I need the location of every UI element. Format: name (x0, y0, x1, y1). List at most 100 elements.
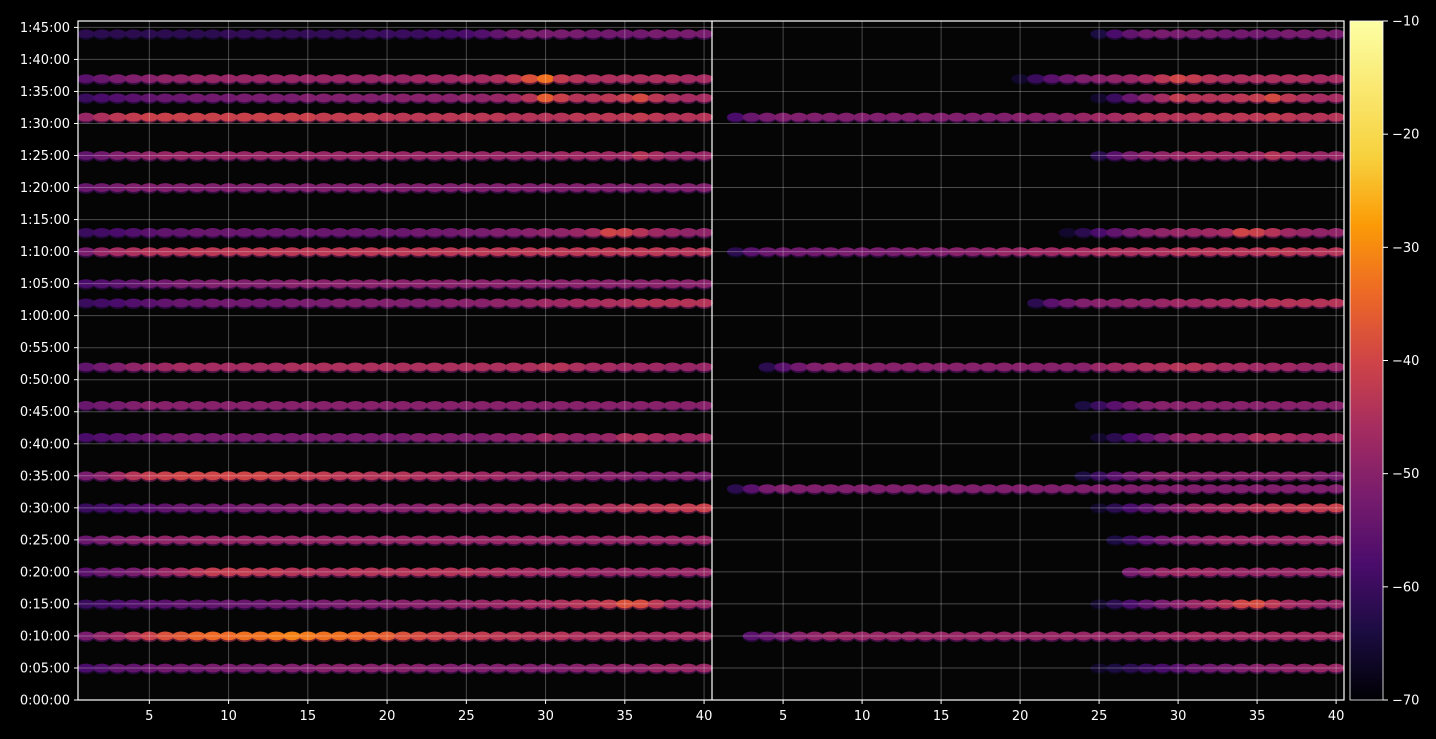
heatmap-cell (1090, 400, 1108, 410)
heatmap-cell (78, 279, 95, 289)
heatmap-cell (124, 183, 143, 192)
heatmap-cell (1043, 362, 1061, 372)
heatmap-cell (204, 227, 222, 237)
heatmap-cell (283, 567, 301, 577)
heatmap-cell (1043, 298, 1061, 308)
heatmap-cell (1248, 227, 1266, 237)
heatmap-cell (1327, 484, 1344, 494)
heatmap-cell (1311, 298, 1329, 308)
heatmap-cell (394, 567, 412, 577)
heatmap-cell (1058, 362, 1077, 372)
heatmap-cell (1232, 471, 1250, 481)
heatmap-cell (774, 484, 792, 494)
heatmap-cell (378, 247, 396, 257)
heatmap-cell (663, 183, 682, 192)
heatmap-cell (378, 74, 396, 84)
heatmap-cell (1216, 535, 1235, 545)
heatmap-cell (1201, 112, 1219, 122)
heatmap-cell (1248, 298, 1266, 308)
heatmap-cell (1311, 362, 1329, 372)
heatmap-cell (425, 279, 444, 289)
heatmap-cell (1011, 74, 1029, 84)
heatmap-cell (1106, 227, 1124, 237)
heatmap-cell (600, 535, 618, 545)
heatmap-cell (631, 567, 650, 577)
heatmap-cell (140, 279, 159, 289)
heatmap-cell (1043, 112, 1061, 122)
heatmap-cell (473, 400, 491, 410)
heatmap-cell (552, 298, 571, 308)
heatmap-cell (235, 503, 254, 513)
heatmap-cell (1185, 432, 1203, 442)
heatmap-cell (1090, 503, 1108, 513)
heatmap-cell (1248, 400, 1266, 410)
heatmap-cell (1122, 227, 1140, 237)
heatmap-cell (489, 535, 507, 545)
heatmap-cell (695, 400, 713, 410)
heatmap-cell (837, 484, 855, 494)
heatmap-cell (235, 183, 254, 192)
x-tick-label: 40 (696, 709, 713, 724)
heatmap-cell (806, 484, 824, 494)
heatmap-cell (647, 567, 666, 577)
heatmap-cell (378, 663, 396, 673)
heatmap-cell (172, 400, 190, 410)
heatmap-cell (473, 151, 491, 160)
heatmap-cell (1137, 227, 1156, 237)
heatmap-cell (251, 503, 269, 513)
heatmap-cell (410, 29, 428, 39)
heatmap-cell (1137, 93, 1156, 103)
heatmap-cell (1280, 362, 1298, 372)
heatmap-cell (568, 183, 586, 192)
heatmap-cell (1264, 631, 1282, 641)
heatmap-cell (441, 298, 460, 308)
heatmap-cell (346, 227, 365, 237)
heatmap-cell (995, 484, 1013, 494)
heatmap-cell (188, 151, 206, 160)
heatmap-cell (394, 279, 412, 289)
colorbar-tick-label: −50 (1392, 467, 1419, 482)
heatmap-cell (299, 93, 317, 103)
heatmap-cell (140, 93, 159, 103)
heatmap-cell (314, 535, 333, 545)
heatmap-cell (631, 227, 650, 237)
heatmap-cell (932, 112, 950, 122)
heatmap-cell (1169, 112, 1187, 122)
heatmap-cell (1137, 484, 1156, 494)
heatmap-cell (695, 183, 713, 192)
heatmap-cell (267, 93, 285, 103)
heatmap-cell (140, 599, 159, 609)
heatmap-cell (885, 247, 903, 257)
heatmap-cell (410, 362, 428, 372)
heatmap-cell (1232, 432, 1250, 442)
heatmap-cell (790, 631, 808, 641)
heatmap-cell (837, 362, 855, 372)
heatmap-cell (235, 663, 254, 673)
colorbar-tick-label: −30 (1392, 241, 1419, 256)
heatmap-cell (1027, 484, 1045, 494)
heatmap-cell (1295, 567, 1314, 577)
colorbar-tick-label: −10 (1392, 15, 1419, 30)
heatmap-cell (679, 535, 697, 545)
heatmap-cell (1248, 663, 1266, 673)
heatmap-cell (489, 503, 507, 513)
heatmap-cell (441, 112, 460, 122)
colorbar-axis: −70 −60 −50 −40 −30 −20 −10 (1383, 15, 1419, 709)
heatmap-cell (932, 362, 950, 372)
heatmap-cell (1232, 93, 1250, 103)
heatmap-cell (346, 400, 365, 410)
heatmap-cell (1169, 93, 1187, 103)
heatmap-cell (93, 599, 111, 609)
colorbar-tick-label: −70 (1392, 694, 1419, 709)
heatmap-cell (1027, 74, 1045, 84)
heatmap-cell (916, 247, 934, 257)
colorbar-tick-label: −20 (1392, 128, 1419, 143)
heatmap-cell (1232, 400, 1250, 410)
heatmap-cell (600, 247, 618, 257)
heatmap-cell (235, 599, 254, 609)
heatmap-cell (457, 362, 476, 372)
heatmap-cell (568, 279, 586, 289)
heatmap-cell (695, 93, 713, 103)
heatmap-cell (489, 112, 507, 122)
heatmap-cell (1185, 400, 1203, 410)
